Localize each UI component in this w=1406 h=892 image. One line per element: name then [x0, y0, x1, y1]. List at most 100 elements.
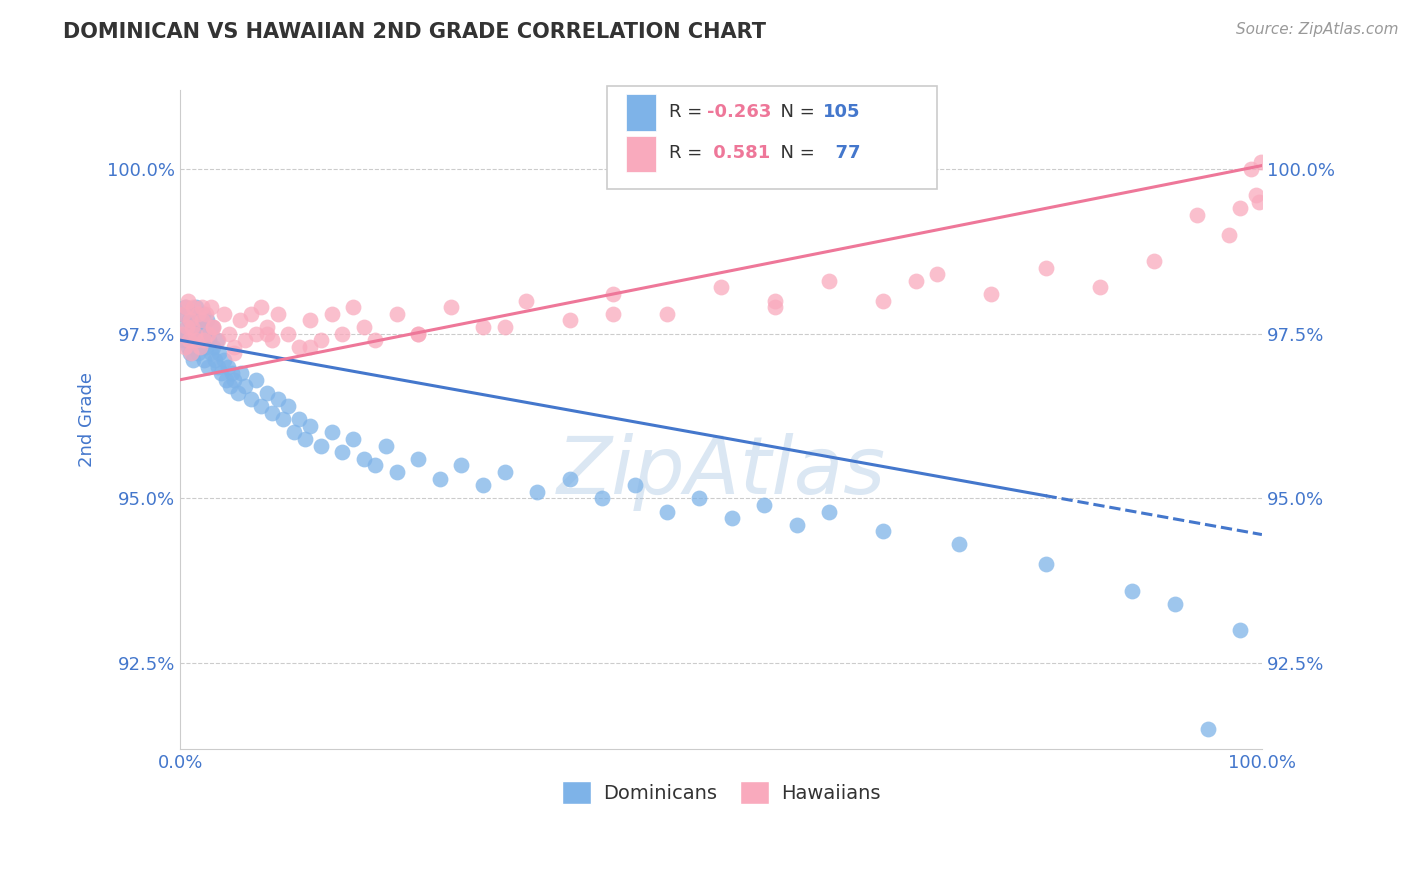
Point	[406, 326, 429, 341]
Point	[184, 326, 207, 341]
Point	[763, 300, 786, 314]
Point	[429, 472, 451, 486]
Point	[187, 346, 209, 360]
Point	[188, 340, 211, 354]
Point	[406, 326, 429, 341]
Point	[353, 320, 375, 334]
Point	[494, 465, 516, 479]
Point	[193, 353, 215, 368]
Point	[181, 320, 204, 334]
Point	[786, 517, 808, 532]
Point	[472, 320, 495, 334]
Point	[191, 307, 214, 321]
Point	[818, 274, 841, 288]
Point	[195, 313, 218, 327]
Text: DOMINICAN VS HAWAIIAN 2ND GRADE CORRELATION CHART: DOMINICAN VS HAWAIIAN 2ND GRADE CORRELAT…	[63, 22, 766, 42]
Point	[205, 333, 228, 347]
Point	[215, 373, 238, 387]
Point	[184, 333, 207, 347]
Text: N =: N =	[769, 103, 820, 121]
Point	[207, 359, 229, 374]
Point	[193, 333, 215, 347]
Point	[224, 340, 246, 354]
Point	[406, 451, 429, 466]
Point	[177, 333, 200, 347]
Point	[1246, 188, 1268, 202]
Y-axis label: 2nd Grade: 2nd Grade	[79, 372, 96, 467]
Point	[655, 504, 678, 518]
Point	[558, 313, 581, 327]
Point	[177, 313, 200, 327]
Point	[229, 366, 252, 380]
Text: N =: N =	[769, 144, 820, 162]
Point	[283, 425, 305, 440]
Point	[754, 498, 776, 512]
Point	[177, 340, 200, 354]
Point	[385, 465, 408, 479]
Point	[181, 353, 204, 368]
Point	[176, 320, 198, 334]
Point	[623, 478, 645, 492]
Point	[948, 537, 970, 551]
Text: R =: R =	[669, 103, 709, 121]
Point	[201, 320, 224, 334]
Point	[688, 491, 710, 506]
Point	[494, 320, 516, 334]
Point	[872, 293, 894, 308]
Point	[591, 491, 613, 506]
Point	[212, 307, 235, 321]
Point	[221, 366, 243, 380]
Point	[190, 320, 212, 334]
Point	[450, 458, 472, 473]
Text: -0.263: -0.263	[707, 103, 772, 121]
Point	[299, 418, 322, 433]
Point	[271, 412, 294, 426]
Text: ZipAtlas: ZipAtlas	[557, 433, 886, 511]
Point	[904, 274, 927, 288]
FancyBboxPatch shape	[626, 136, 657, 172]
Point	[188, 340, 211, 354]
Point	[342, 432, 364, 446]
Point	[233, 333, 256, 347]
Point	[186, 333, 208, 347]
Point	[198, 333, 221, 347]
Point	[180, 346, 202, 360]
Point	[1218, 227, 1240, 242]
Point	[309, 333, 332, 347]
Point	[1035, 260, 1057, 275]
Point	[299, 340, 322, 354]
Point	[226, 385, 249, 400]
Point	[191, 300, 214, 314]
Point	[558, 472, 581, 486]
Point	[526, 484, 548, 499]
Point	[195, 340, 218, 354]
Point	[288, 340, 311, 354]
Point	[1197, 722, 1219, 736]
Point	[1247, 194, 1270, 209]
Point	[181, 307, 204, 321]
Point	[197, 326, 219, 341]
Point	[173, 340, 195, 354]
Point	[191, 333, 214, 347]
Point	[299, 313, 322, 327]
Point	[385, 307, 408, 321]
Point	[187, 313, 209, 327]
Point	[1164, 597, 1187, 611]
Point	[200, 346, 222, 360]
Point	[266, 307, 288, 321]
Point	[472, 478, 495, 492]
Point	[256, 326, 278, 341]
Point	[256, 385, 278, 400]
Point	[294, 432, 316, 446]
Point	[250, 399, 273, 413]
Point	[440, 300, 463, 314]
Point	[180, 326, 202, 341]
Point	[233, 379, 256, 393]
Point	[1088, 280, 1111, 294]
Point	[201, 340, 224, 354]
Point	[212, 353, 235, 368]
Point	[256, 320, 278, 334]
Text: 105: 105	[823, 103, 860, 121]
FancyBboxPatch shape	[626, 95, 657, 130]
Point	[181, 300, 204, 314]
